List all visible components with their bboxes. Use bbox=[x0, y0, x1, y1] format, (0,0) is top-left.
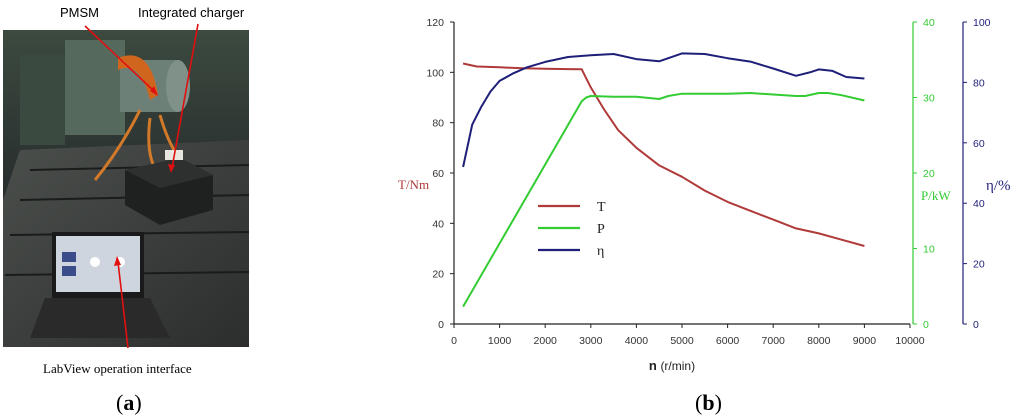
x-tick-label: 5000 bbox=[670, 335, 694, 347]
annotation-arrows bbox=[84, 23, 199, 349]
chart-axes: 0 1000 2000 3000 4000 5000 6000 7000 8000 9000 100… bbox=[398, 17, 1011, 373]
integrated-charger-box bbox=[125, 150, 213, 225]
photo-test-setup: PMSM Integrated charger LabView operatio… bbox=[3, 5, 250, 376]
torque-tick-label: 0 bbox=[438, 319, 444, 331]
x-axis-label-symbol: n bbox=[649, 358, 661, 373]
efficiency-tick-label: 80 bbox=[973, 77, 985, 89]
chart-legend: TPη bbox=[538, 200, 606, 259]
torque-tick-label: 20 bbox=[432, 269, 444, 281]
frame-left bbox=[20, 55, 65, 145]
laptop bbox=[30, 232, 170, 338]
x-tick-label: 1000 bbox=[488, 335, 512, 347]
efficiency-tick-label: 20 bbox=[973, 259, 985, 271]
dynamometer bbox=[65, 40, 125, 135]
x-tick-label: 6000 bbox=[716, 335, 740, 347]
torque-tick-label: 40 bbox=[432, 218, 444, 230]
series-line-power bbox=[462, 92, 865, 308]
power-tick-label: 40 bbox=[923, 17, 935, 29]
power-axis-label: P/kW bbox=[921, 188, 951, 203]
x-axis-label-unit: (r/min) bbox=[660, 359, 695, 373]
panel-b-label-close: ) bbox=[714, 390, 722, 415]
annotation-pmsm: PMSM bbox=[60, 5, 99, 20]
panel-b-label: (b) bbox=[695, 390, 722, 416]
x-tick-label: 2000 bbox=[534, 335, 558, 347]
power-tick-label: 30 bbox=[923, 93, 935, 105]
performance-chart: 0 1000 2000 3000 4000 5000 6000 7000 8000 9000 100… bbox=[398, 17, 1011, 373]
torque-tick-label: 120 bbox=[426, 17, 444, 29]
panel-b-label-open: ( bbox=[695, 390, 703, 415]
x-tick-label: 7000 bbox=[762, 335, 786, 347]
panel-a-label: (a) bbox=[116, 390, 142, 416]
panel-b-label-letter: b bbox=[702, 390, 715, 415]
efficiency-tick-label: 100 bbox=[973, 17, 991, 29]
panel-a-label-letter: a bbox=[123, 390, 135, 415]
annotation-labview: LabView operation interface bbox=[43, 361, 192, 376]
panel-a-label-open: ( bbox=[116, 390, 124, 415]
pmsm-motor bbox=[118, 55, 190, 112]
x-tick-label: 3000 bbox=[579, 335, 603, 347]
chart-series bbox=[462, 52, 865, 308]
torque-tick-label: 100 bbox=[426, 67, 444, 79]
efficiency-tick-label: 60 bbox=[973, 138, 985, 150]
legend-label-torque: T bbox=[597, 200, 606, 215]
x-tick-label: 10000 bbox=[895, 335, 924, 347]
efficiency-axis-label: η/% bbox=[986, 178, 1011, 194]
legend-label-efficiency: η bbox=[597, 244, 604, 259]
legend-label-power: P bbox=[597, 222, 605, 237]
series-line-efficiency bbox=[462, 52, 865, 168]
power-tick-label: 10 bbox=[923, 244, 935, 256]
torque-axis-label: T/Nm bbox=[398, 177, 429, 192]
x-axis-label: n (r/min) bbox=[649, 358, 695, 373]
power-tick-label: 20 bbox=[923, 168, 935, 180]
x-tick-label: 0 bbox=[451, 335, 457, 347]
power-tick-label: 0 bbox=[923, 319, 929, 331]
x-tick-label: 4000 bbox=[625, 335, 649, 347]
x-tick-label: 8000 bbox=[807, 335, 831, 347]
torque-tick-label: 60 bbox=[432, 168, 444, 180]
torque-tick-label: 80 bbox=[432, 118, 444, 130]
series-line-torque bbox=[462, 62, 865, 247]
x-tick-label: 9000 bbox=[853, 335, 877, 347]
efficiency-tick-label: 0 bbox=[973, 319, 979, 331]
panel-a-label-close: ) bbox=[134, 390, 142, 415]
annotation-integrated-charger: Integrated charger bbox=[138, 5, 245, 20]
efficiency-tick-label: 40 bbox=[973, 198, 985, 210]
